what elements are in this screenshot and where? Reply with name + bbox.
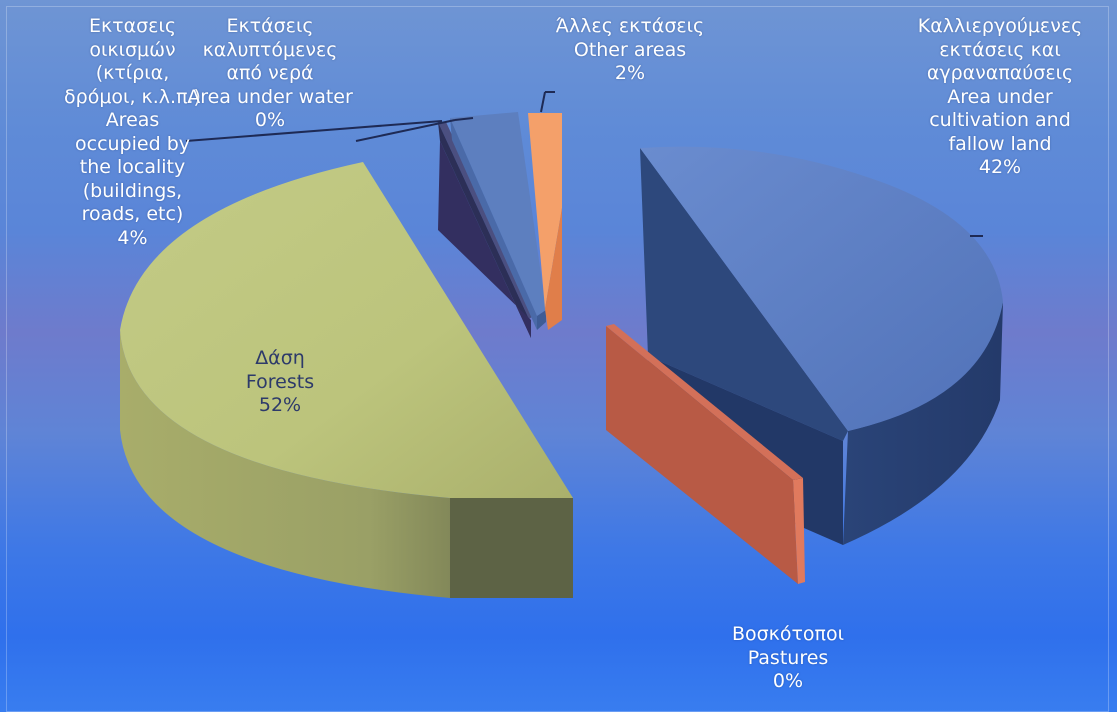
label-locality-line: (κτίρια, <box>95 62 170 84</box>
label-locality-line: roads, etc) <box>81 203 184 225</box>
slice-other-top <box>528 113 562 309</box>
label-cultivation-line: αγραναπαύσεις <box>926 62 1074 84</box>
label-cultivation-line: Καλλιεργούμενες <box>917 15 1083 37</box>
label-cultivation-line: εκτάσεις και <box>939 38 1061 61</box>
pie-slice-forests <box>120 162 573 598</box>
label-cultivation-line: Area under <box>947 85 1053 108</box>
slice-pastures-edge <box>793 478 805 584</box>
slice-water-side <box>537 310 546 330</box>
label-forests-percent: 52% <box>258 394 302 416</box>
label-locality-line: δρόμοι, κ.λ.π.) <box>64 85 201 108</box>
slice-pastures-face <box>606 326 798 584</box>
bottom-margin <box>0 712 1117 723</box>
leader-line-locality <box>185 120 443 142</box>
leader-line-water-b <box>454 117 474 121</box>
label-locality-line: οικισμών <box>89 38 176 61</box>
label-locality-percent: 4% <box>117 226 148 249</box>
slice-water-top <box>450 112 546 316</box>
label-forests-line: Forests <box>245 370 315 393</box>
label-water-line: Εκτάσεις <box>226 15 314 37</box>
label-locality-line: Εκτασεις <box>88 15 177 37</box>
label-water-line: καλυπτόμενες <box>202 38 338 61</box>
label-cultivation: Καλλιεργούμενες εκτάσεις και αγραναπαύσε… <box>890 15 1110 180</box>
label-pastures: Βοσκότοποι Pastures 0% <box>688 623 888 694</box>
label-forests: Δάση Forests 52% <box>180 347 380 418</box>
pie-slice-other <box>528 113 562 330</box>
label-water-percent: 0% <box>254 109 286 131</box>
label-water-line: Area under water <box>187 85 353 108</box>
label-other-percent: 2% <box>614 62 646 84</box>
label-locality-line: occupied by <box>75 132 190 155</box>
label-locality-line: (buildings, <box>82 179 183 202</box>
slice-other-side <box>545 208 562 330</box>
leader-line-other <box>540 91 546 113</box>
label-other: Άλλες εκτάσεις Other areas 2% <box>520 15 740 86</box>
label-pastures-percent: 0% <box>772 670 804 692</box>
leader-line-water-a <box>355 119 456 142</box>
label-forests-line: Δάση <box>255 347 305 369</box>
slice-pastures-topedge <box>606 324 803 480</box>
label-cultivation-percent: 42% <box>978 156 1022 178</box>
label-locality-line: Areas <box>105 109 160 131</box>
leader-lines <box>185 91 983 237</box>
label-water-line: από νερά <box>226 62 314 84</box>
label-pastures-line: Βοσκότοποι <box>731 623 845 645</box>
pie-slice-pastures <box>606 324 805 584</box>
slice-cultivation-top <box>640 146 1003 431</box>
label-other-line: Άλλες εκτάσεις <box>555 15 705 37</box>
slice-locality-body <box>438 141 531 338</box>
slice-cultivation-side-inner <box>640 148 848 441</box>
slice-cultivation-side-outer <box>843 302 1003 545</box>
label-water: Εκτάσεις καλυπτόμενες από νερά Area unde… <box>170 15 370 133</box>
label-other-line: Other areas <box>573 38 687 61</box>
slice-water-face <box>450 118 537 330</box>
label-locality-line: the locality <box>79 156 186 178</box>
slice-forests-radial <box>450 498 573 598</box>
label-cultivation-line: fallow land <box>948 132 1052 155</box>
slice-forests-top <box>120 162 573 498</box>
label-pastures-line: Pastures <box>747 646 829 669</box>
label-locality: Εκτασεις οικισμών (κτίρια, δρόμοι, κ.λ.π… <box>40 15 225 250</box>
pie-slice-water <box>450 112 546 330</box>
slice-locality-side <box>438 122 531 338</box>
label-cultivation-line: cultivation and <box>929 109 1071 131</box>
